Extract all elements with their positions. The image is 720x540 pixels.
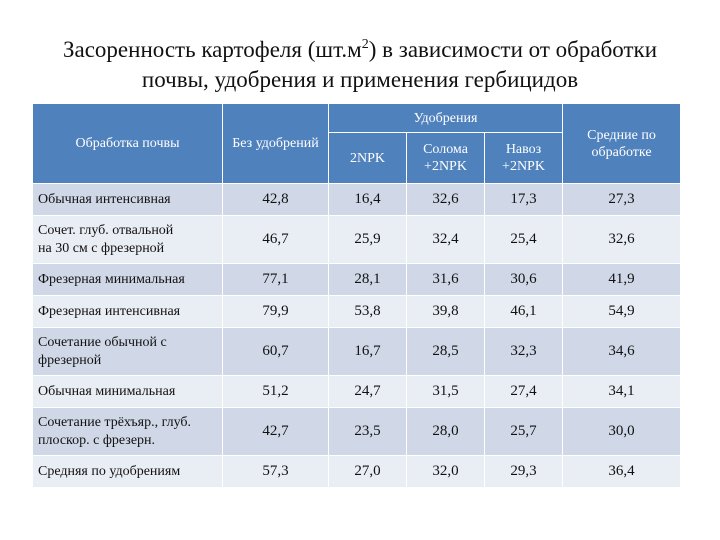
cell-manure-2npk: 25,7 xyxy=(483,407,564,456)
cell-manure-2npk: 32,3 xyxy=(483,327,564,376)
cell-tillage-average: 34,6 xyxy=(562,327,682,376)
cell-no-fertilizer: 77,1 xyxy=(222,263,329,296)
table-row: Фрезерная интенсивная 79,9 53,8 39,8 46,… xyxy=(32,295,682,328)
cell-tillage-average: 41,9 xyxy=(562,263,682,296)
cell-tillage-average: 36,4 xyxy=(562,455,682,488)
cell-2npk: 28,1 xyxy=(328,263,407,296)
cell-no-fertilizer: 79,9 xyxy=(222,295,329,328)
cell-no-fertilizer: 60,7 xyxy=(222,327,329,376)
row-label: Фрезерная интенсивная xyxy=(32,295,223,328)
table-row: Сочет. глуб. отвальной на 30 см с фрезерн… xyxy=(32,215,682,264)
cell-2npk: 24,7 xyxy=(328,375,407,408)
header-2npk: 2NPK xyxy=(328,132,407,184)
row-label: Сочетание трёхъяр., глуб. плоскор. с фрез… xyxy=(32,407,223,456)
cell-straw-2npk: 32,6 xyxy=(406,183,485,216)
table-row: Обычная минимальная 51,2 24,7 31,5 27,4 … xyxy=(32,375,682,408)
cell-tillage-average: 54,9 xyxy=(562,295,682,328)
cell-straw-2npk: 39,8 xyxy=(406,295,485,328)
weed-infestation-table: Обработка почвы Без удобрений Удобрения … xyxy=(32,103,682,488)
header-fertilizers-group: Удобрения xyxy=(327,103,564,133)
cell-2npk: 16,7 xyxy=(328,327,407,376)
cell-2npk: 53,8 xyxy=(328,295,407,328)
cell-straw-2npk: 32,4 xyxy=(406,215,485,264)
row-label: Сочетание обычной с фрезерной xyxy=(32,327,223,376)
table-row: Сочетание трёхъяр., глуб. плоскор. с фрез… xyxy=(32,407,682,456)
cell-tillage-average: 27,3 xyxy=(562,183,682,216)
cell-no-fertilizer: 51,2 xyxy=(222,375,329,408)
cell-no-fertilizer: 46,7 xyxy=(222,215,329,264)
cell-2npk: 23,5 xyxy=(328,407,407,456)
cell-manure-2npk: 46,1 xyxy=(483,295,564,328)
header-manure-2npk: Навоз +2NPK xyxy=(483,132,564,184)
cell-tillage-average: 34,1 xyxy=(562,375,682,408)
table-row: Сочетание обычной с фрезерной 60,7 16,7 2… xyxy=(32,327,682,376)
table-row: Обычная интенсивная 42,8 16,4 32,6 17,3 … xyxy=(32,183,682,216)
cell-2npk: 16,4 xyxy=(328,183,407,216)
row-label: Сочет. глуб. отвальной на 30 см с фрезерн… xyxy=(32,215,223,264)
header-tillage: Обработка почвы xyxy=(32,103,223,184)
row-label: Обычная минимальная xyxy=(32,375,223,408)
cell-2npk: 25,9 xyxy=(328,215,407,264)
header-no-fertilizer: Без удобрений xyxy=(222,103,329,184)
cell-straw-2npk: 28,5 xyxy=(406,327,485,376)
title-line-2: почвы, удобрения и применения гербицидов xyxy=(141,67,579,92)
cell-manure-2npk: 25,4 xyxy=(483,215,564,264)
header-straw-2npk: Солома +2NPK xyxy=(406,132,485,184)
cell-straw-2npk: 31,6 xyxy=(406,263,485,296)
title-line-1: Засоренность картофеля (шт.м2) в зависим… xyxy=(62,37,658,62)
cell-straw-2npk: 32,0 xyxy=(406,455,485,488)
row-label: Фрезерная минимальная xyxy=(32,263,223,296)
table-row: Средняя по удобрениям 57,3 27,0 32,0 29,… xyxy=(32,455,682,488)
page-title: Засоренность картофеля (шт.м2) в зависим… xyxy=(20,30,700,95)
cell-no-fertilizer: 42,7 xyxy=(222,407,329,456)
cell-no-fertilizer: 57,3 xyxy=(222,455,329,488)
row-label: Средняя по удобрениям xyxy=(32,455,223,488)
cell-manure-2npk: 17,3 xyxy=(483,183,564,216)
cell-manure-2npk: 29,3 xyxy=(483,455,564,488)
row-label: Обычная интенсивная xyxy=(32,183,223,216)
cell-manure-2npk: 30,6 xyxy=(483,263,564,296)
table-row: Фрезерная минимальная 77,1 28,1 31,6 30,… xyxy=(32,263,682,296)
header-tillage-average: Средние по обработке xyxy=(562,103,682,184)
cell-straw-2npk: 31,5 xyxy=(406,375,485,408)
cell-straw-2npk: 28,0 xyxy=(406,407,485,456)
cell-tillage-average: 30,0 xyxy=(562,407,682,456)
cell-tillage-average: 32,6 xyxy=(562,215,682,264)
cell-2npk: 27,0 xyxy=(328,455,407,488)
cell-manure-2npk: 27,4 xyxy=(483,375,564,408)
cell-no-fertilizer: 42,8 xyxy=(222,183,329,216)
